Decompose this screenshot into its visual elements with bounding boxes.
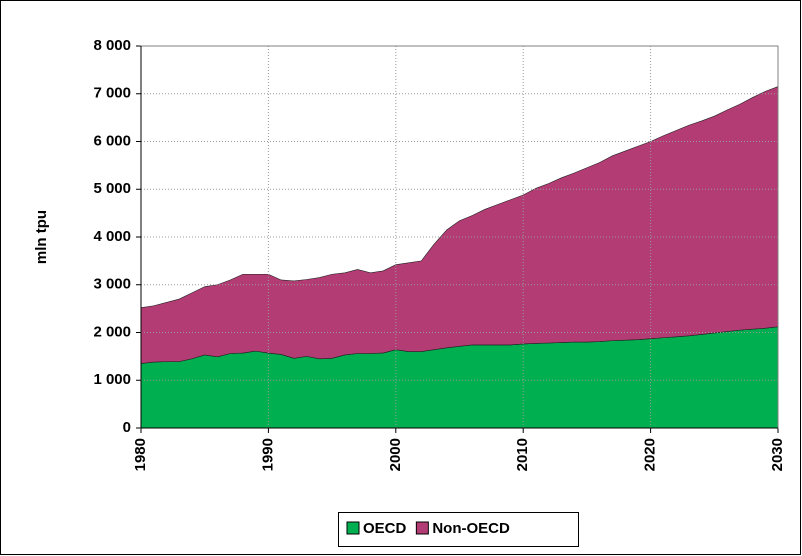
- legend-swatch: [415, 521, 429, 535]
- x-tick-label: 1990: [259, 438, 276, 471]
- legend-label: OECD: [363, 520, 407, 537]
- x-tick-label: 2020: [642, 438, 659, 471]
- y-tick-label: 8 000: [93, 37, 131, 54]
- y-tick-label: 1 000: [93, 371, 131, 388]
- y-tick-label: 2 000: [93, 323, 131, 340]
- legend-swatch: [346, 521, 360, 535]
- x-tick-label: 2010: [514, 438, 531, 471]
- y-tick-label: 7 000: [93, 85, 131, 102]
- legend-box: [338, 512, 579, 547]
- y-axis-label: mln tpu: [33, 210, 50, 264]
- legend: OECD Non-OECD: [338, 512, 579, 547]
- y-tick-label: 6 000: [93, 132, 131, 149]
- x-tick-label: 1980: [132, 438, 149, 471]
- x-tick-label: 2000: [387, 438, 404, 471]
- y-tick-label: 4 000: [93, 228, 131, 245]
- y-tick-label: 3 000: [93, 276, 131, 293]
- y-tick-label: 5 000: [93, 180, 131, 197]
- y-tick-label: 0: [123, 419, 131, 436]
- legend-label: Non-OECD: [432, 520, 510, 537]
- x-tick-label: 2030: [769, 438, 786, 471]
